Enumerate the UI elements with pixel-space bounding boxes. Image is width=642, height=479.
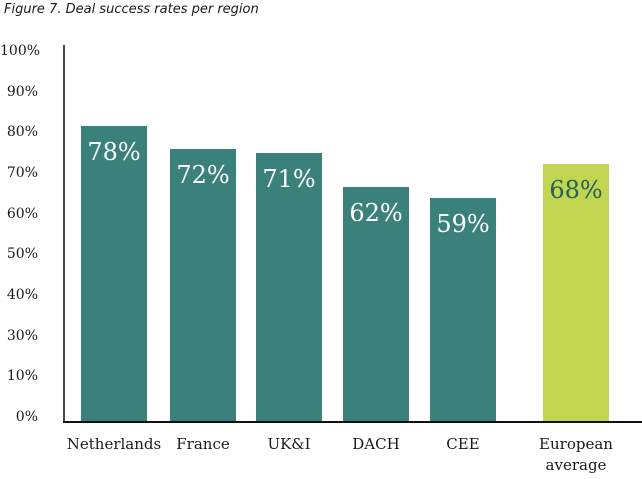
x-axis-label-european-average: European average [539,435,613,474]
bar-value-label: 71% [262,165,316,193]
x-axis-label-dach: DACH [352,435,400,453]
y-tick-label: 90% [6,83,38,100]
x-axis-label-france: France [176,435,230,453]
bar-dach: 62% [343,187,409,421]
y-tick-label: 40% [6,287,38,303]
bar-value-label: 78% [87,138,141,166]
y-tick-label: 30% [6,327,38,344]
bar-european-average: 68% [543,164,609,421]
y-tick-label: 70% [6,165,38,181]
bar-uk-i: 71% [256,153,322,421]
x-axis-label-netherlands: Netherlands [66,435,162,453]
bar-france: 72% [170,149,236,421]
y-tick-label: 10% [6,368,38,385]
figure-title: Figure 7. Deal success rates per region [4,2,259,17]
x-axis-line [63,421,642,423]
bar-cee: 59% [430,198,496,421]
y-axis-line [63,45,65,421]
y-tick-label: 100% [0,43,41,59]
bar-value-label: 72% [176,161,230,189]
y-tick-label: 50% [6,246,38,263]
x-axis-label-uk-i: UK&I [267,435,311,453]
y-tick-label: 60% [6,205,38,222]
x-axis-label-cee: CEE [446,435,480,453]
y-tick-label: 0% [15,409,38,425]
bar-value-label: 62% [349,199,403,227]
y-tick-label: 80% [6,124,38,141]
bar-netherlands: 78% [81,126,147,421]
bar-value-label: 59% [436,210,490,238]
bar-value-label: 68% [549,176,603,204]
